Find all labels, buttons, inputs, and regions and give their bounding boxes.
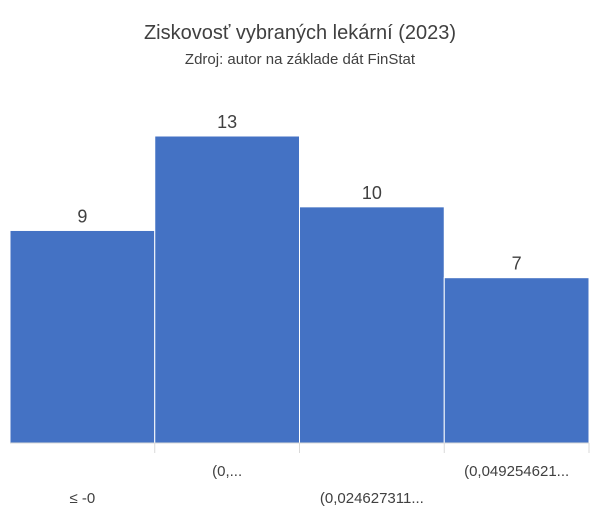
bar xyxy=(443,277,590,444)
bar xyxy=(299,206,445,444)
data-label: 7 xyxy=(512,254,522,274)
bar xyxy=(154,135,300,444)
chart-subtitle: Zdroj: autor na základe dát FinStat xyxy=(185,51,416,68)
x-tick-label: ≤ -0 xyxy=(70,490,96,507)
bar xyxy=(9,229,156,444)
x-tick-label: (0,049254621... xyxy=(464,463,569,480)
data-label: 10 xyxy=(362,183,382,203)
chart-title: Ziskovosť vybraných lekární (2023) xyxy=(144,22,456,44)
data-label: 13 xyxy=(217,112,237,132)
x-tick-label: (0,... xyxy=(212,463,242,480)
data-label: 9 xyxy=(77,206,87,226)
x-tick-label: (0,024627311... xyxy=(320,490,424,507)
